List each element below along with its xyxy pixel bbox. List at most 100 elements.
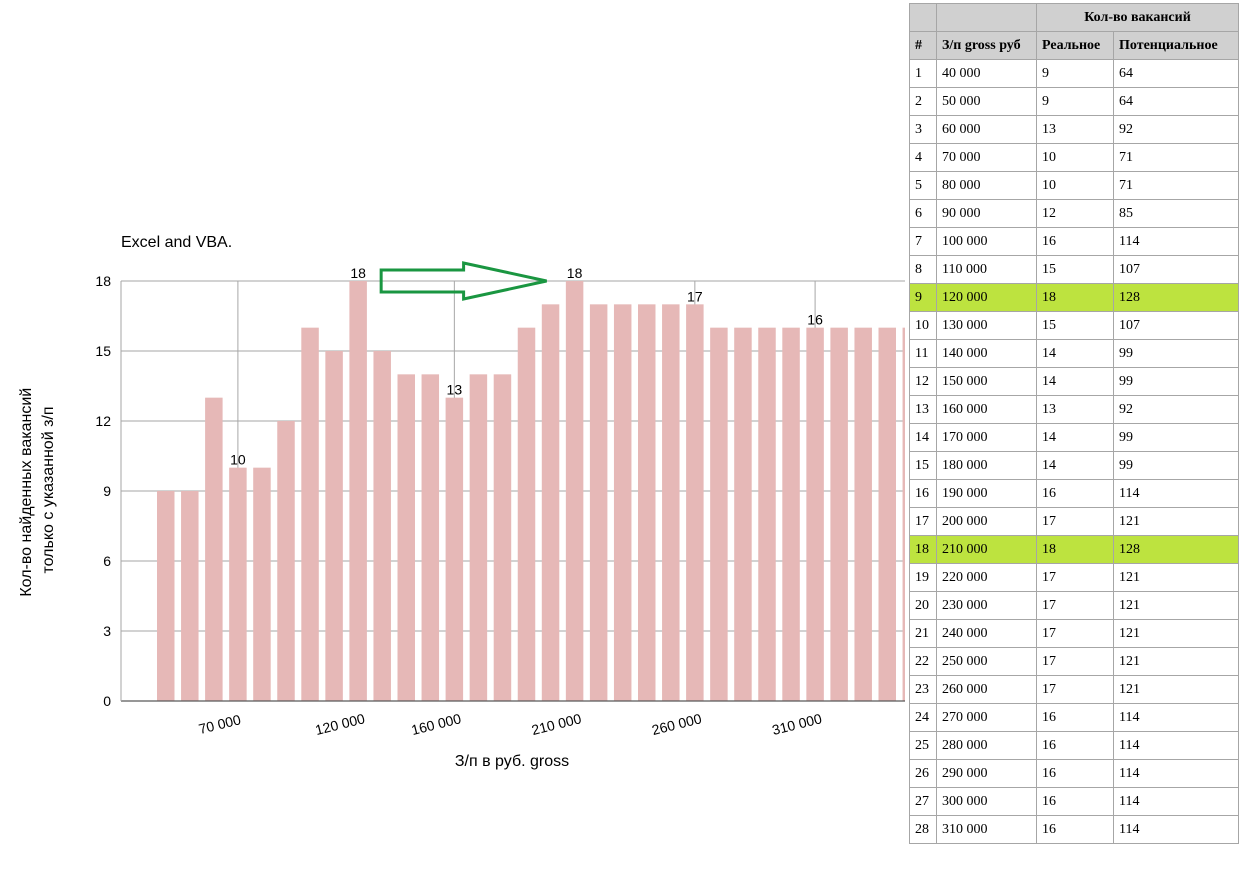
data-label: 16 [807, 312, 823, 328]
cell-real: 16 [1036, 479, 1114, 508]
y-tick-label: 15 [95, 343, 111, 359]
table-row: 2 50 000 9 64 [909, 87, 1239, 116]
cell-real: 17 [1036, 591, 1114, 620]
cell-salary: 130 000 [936, 311, 1037, 340]
cell-number: 13 [909, 395, 937, 424]
table-row: 27 300 000 16 114 [909, 787, 1239, 816]
x-tick-label: 260 000 [650, 710, 703, 738]
cell-salary: 100 000 [936, 227, 1037, 256]
cell-salary: 50 000 [936, 87, 1037, 116]
table-row: 21 240 000 17 121 [909, 619, 1239, 648]
cell-potential: 92 [1113, 395, 1239, 424]
cell-number: 11 [909, 339, 937, 368]
cell-salary: 170 000 [936, 423, 1037, 452]
table-row: 25 280 000 16 114 [909, 731, 1239, 760]
chart-title: Excel and VBA. [121, 234, 232, 251]
table-row: 28 310 000 16 114 [909, 815, 1239, 844]
cell-number: 25 [909, 731, 937, 760]
cell-number: 1 [909, 59, 937, 88]
cell-salary: 40 000 [936, 59, 1037, 88]
cell-salary: 280 000 [936, 731, 1037, 760]
table-row: 24 270 000 16 114 [909, 703, 1239, 732]
cell-salary: 300 000 [936, 787, 1037, 816]
bar [421, 374, 440, 701]
table-row: 5 80 000 10 71 [909, 171, 1239, 200]
cell-salary: 120 000 [936, 283, 1037, 312]
y-axis-title: Кол-во найденных вакансий только с указа… [18, 383, 57, 596]
cell-salary: 240 000 [936, 619, 1037, 648]
table-row: 8 110 000 15 107 [909, 255, 1239, 284]
y-tick-label: 0 [103, 693, 111, 709]
y-axis-title-line2: только с указанной з/п [40, 406, 57, 573]
cell-potential: 107 [1113, 311, 1239, 340]
cell-potential: 114 [1113, 759, 1239, 788]
cell-potential: 121 [1113, 675, 1239, 704]
cell-real: 17 [1036, 507, 1114, 536]
cell-real: 12 [1036, 199, 1114, 228]
cell-salary: 70 000 [936, 143, 1037, 172]
table-row: 18 210 000 18 128 [909, 535, 1239, 564]
cell-potential: 128 [1113, 283, 1239, 312]
table-row: 9 120 000 18 128 [909, 283, 1239, 312]
cell-potential: 85 [1113, 199, 1239, 228]
cell-potential: 121 [1113, 591, 1239, 620]
data-label: 13 [447, 382, 463, 398]
table-row: 12 150 000 14 99 [909, 367, 1239, 396]
column-header-number: # [909, 31, 937, 60]
cell-salary: 60 000 [936, 115, 1037, 144]
table-row: 20 230 000 17 121 [909, 591, 1239, 620]
cell-salary: 220 000 [936, 563, 1037, 592]
bar [469, 374, 488, 701]
cell-real: 9 [1036, 87, 1114, 116]
cell-real: 16 [1036, 227, 1114, 256]
bar [902, 327, 905, 701]
cell-real: 16 [1036, 731, 1114, 760]
table-row: 1 40 000 9 64 [909, 59, 1239, 88]
cell-salary: 290 000 [936, 759, 1037, 788]
cell-number: 3 [909, 115, 937, 144]
cell-real: 17 [1036, 647, 1114, 676]
cell-number: 7 [909, 227, 937, 256]
cell-salary: 200 000 [936, 507, 1037, 536]
data-label: 18 [350, 265, 366, 281]
table-row: 7 100 000 16 114 [909, 227, 1239, 256]
arrow-shape [379, 261, 547, 301]
bar [854, 327, 872, 701]
cell-real: 17 [1036, 619, 1114, 648]
cell-salary: 140 000 [936, 339, 1037, 368]
comparison-arrow-icon [379, 261, 547, 301]
cell-real: 13 [1036, 115, 1114, 144]
bar [662, 304, 680, 701]
cell-number: 14 [909, 423, 937, 452]
cell-potential: 99 [1113, 423, 1239, 452]
bar [517, 327, 536, 701]
cell-number: 10 [909, 311, 937, 340]
cell-number: 16 [909, 479, 937, 508]
bar [157, 491, 175, 701]
y-tick-label: 18 [95, 273, 111, 289]
column-header-real: Реальное [1036, 31, 1114, 60]
cell-real: 9 [1036, 59, 1114, 88]
cell-number: 2 [909, 87, 937, 116]
bar [277, 421, 295, 701]
cell-real: 15 [1036, 255, 1114, 284]
table-header-blank [936, 3, 1037, 32]
cell-salary: 90 000 [936, 199, 1037, 228]
cell-potential: 64 [1113, 59, 1239, 88]
cell-number: 15 [909, 451, 937, 480]
bar [349, 281, 367, 701]
cell-salary: 210 000 [936, 535, 1037, 564]
table-header-blank [909, 3, 937, 32]
table-row: 3 60 000 13 92 [909, 115, 1239, 144]
x-tick-label: 120 000 [313, 710, 366, 738]
table-body: 1 40 000 9 64 2 50 000 9 64 3 60 000 13 92 4 70 000 10… [909, 59, 1239, 844]
table-row: 4 70 000 10 71 [909, 143, 1239, 172]
bars [157, 281, 905, 701]
table-row: 17 200 000 17 121 [909, 507, 1239, 536]
cell-number: 22 [909, 647, 937, 676]
bar [686, 304, 704, 701]
cell-potential: 99 [1113, 367, 1239, 396]
salary-bar-chart: Excel and VBA. 0 3 6 9 12 15 18 70 000 120 000 16… [18, 234, 905, 770]
bar [565, 281, 584, 701]
cell-potential: 121 [1113, 563, 1239, 592]
